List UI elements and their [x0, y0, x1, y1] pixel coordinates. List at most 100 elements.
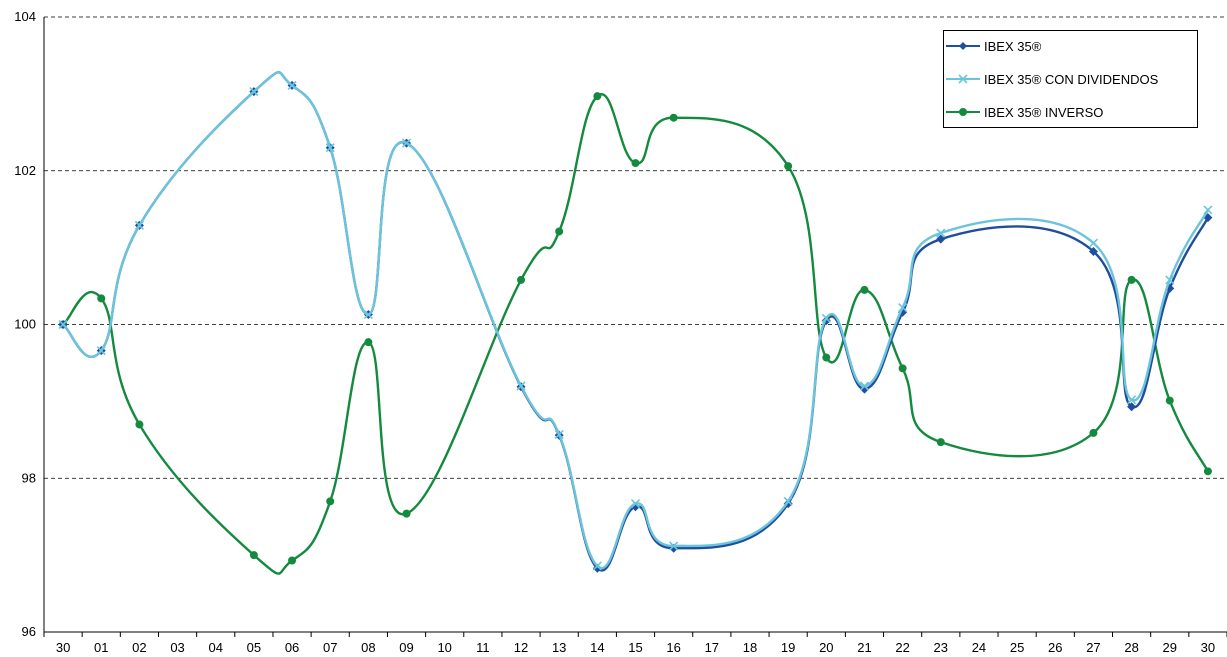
data-point — [783, 496, 793, 506]
y-tick-label: 98 — [22, 470, 36, 485]
data-point — [135, 420, 144, 429]
data-point — [288, 556, 297, 565]
legend-label: IBEX 35® INVERSO — [984, 104, 1104, 120]
x-tick-label: 04 — [208, 640, 222, 655]
data-point — [860, 285, 869, 294]
x-tick-label: 21 — [857, 640, 871, 655]
data-point — [898, 364, 907, 373]
data-point — [555, 227, 564, 236]
data-point — [784, 162, 793, 171]
series-2 — [59, 92, 1212, 575]
legend-item-ibex35-dividendos: IBEX 35® CON DIVIDENDOS — [944, 69, 1158, 89]
x-tick-label: 27 — [1086, 640, 1100, 655]
data-point — [593, 92, 602, 101]
data-point — [936, 438, 945, 447]
data-point — [631, 159, 640, 168]
y-tick-labels: 96 98 100 102 104 — [14, 9, 36, 639]
y-tick-label: 96 — [22, 624, 36, 639]
data-point — [630, 499, 641, 509]
data-point — [402, 509, 411, 518]
x-tick-label: 13 — [552, 640, 566, 655]
data-point — [1127, 402, 1137, 412]
data-point — [249, 551, 258, 560]
data-point — [554, 429, 564, 439]
data-point — [936, 228, 946, 238]
data-point — [669, 113, 678, 122]
x-tick-label: 16 — [666, 640, 680, 655]
x-tick-label: 29 — [1163, 640, 1177, 655]
data-point — [249, 87, 259, 97]
data-point — [364, 338, 373, 347]
y-tick-label: 102 — [14, 163, 36, 178]
data-point — [325, 143, 335, 153]
legend-label: IBEX 35® — [984, 38, 1042, 54]
axes — [43, 17, 1227, 637]
series-line — [62, 71, 1209, 570]
data-point — [1127, 275, 1136, 284]
x-tick-label: 01 — [94, 640, 108, 655]
x-tick-labels: 30 01 02 03 04 05 06 07 08 09 10 11 12 13 14 15 16 17 18 19… — [56, 640, 1215, 655]
data-point — [936, 234, 946, 244]
data-point — [822, 353, 831, 362]
data-point — [1089, 428, 1098, 437]
legend-item-ibex35-inverso: IBEX 35® INVERSO — [944, 102, 1103, 122]
data-point — [1088, 246, 1098, 256]
x-tick-label: 22 — [895, 640, 909, 655]
x-tick-label: 08 — [361, 640, 375, 655]
legend-label: IBEX 35® CON DIVIDENDOS — [984, 71, 1159, 87]
x-tick-label: 28 — [1124, 640, 1138, 655]
data-point — [859, 381, 870, 391]
data-point — [1203, 205, 1213, 215]
x-tick-label: 20 — [819, 640, 833, 655]
data-point — [363, 309, 373, 320]
data-point — [516, 381, 526, 391]
data-point — [821, 313, 831, 323]
x-tick-label: 14 — [590, 640, 604, 655]
x-tick-label: 15 — [628, 640, 642, 655]
data-point — [96, 346, 106, 356]
legend-item-ibex35: IBEX 35® — [944, 36, 1041, 56]
series-0 — [58, 71, 1213, 573]
x-tick-label: 30 — [1201, 640, 1215, 655]
data-point — [1165, 396, 1174, 405]
x-tick-label: 23 — [934, 640, 948, 655]
legend-swatch-diamond — [946, 42, 980, 50]
x-tick-label: 09 — [399, 640, 413, 655]
data-point — [1088, 238, 1099, 248]
data-point — [898, 303, 908, 313]
x-tick-label: 02 — [132, 640, 146, 655]
x-tick-label: 30 — [56, 640, 70, 655]
gridlines — [44, 16, 1227, 479]
series-line — [62, 93, 1209, 575]
legend: IBEX 35® IBEX 35® CON DIVIDENDOS IBEX 35… — [943, 30, 1198, 128]
x-tick-label: 19 — [781, 640, 795, 655]
x-tick-label: 25 — [1010, 640, 1024, 655]
x-tick-label: 17 — [705, 640, 719, 655]
data-point — [1165, 275, 1175, 285]
x-tick-label: 26 — [1048, 640, 1062, 655]
data-point — [592, 561, 602, 571]
legend-swatch-x — [946, 74, 980, 84]
data-point — [669, 541, 679, 551]
series-lines — [58, 71, 1213, 575]
x-tick-label: 11 — [476, 640, 490, 655]
x-tick-label: 18 — [743, 640, 757, 655]
y-tick-label: 104 — [14, 9, 36, 24]
x-tick-label: 24 — [972, 640, 986, 655]
y-tick-label: 100 — [14, 317, 36, 332]
data-point — [326, 497, 335, 506]
data-point — [134, 220, 144, 230]
data-point — [1203, 467, 1212, 476]
x-tick-label: 06 — [285, 640, 299, 655]
data-point — [592, 563, 602, 573]
data-point — [1127, 395, 1137, 405]
x-tick-label: 12 — [514, 640, 528, 655]
data-point — [97, 294, 106, 303]
series-line — [62, 71, 1209, 572]
series-1 — [58, 71, 1213, 571]
legend-swatch-circle — [946, 108, 980, 116]
x-tick-label: 07 — [323, 640, 337, 655]
data-point — [517, 275, 526, 284]
x-tick-label: 05 — [247, 640, 261, 655]
